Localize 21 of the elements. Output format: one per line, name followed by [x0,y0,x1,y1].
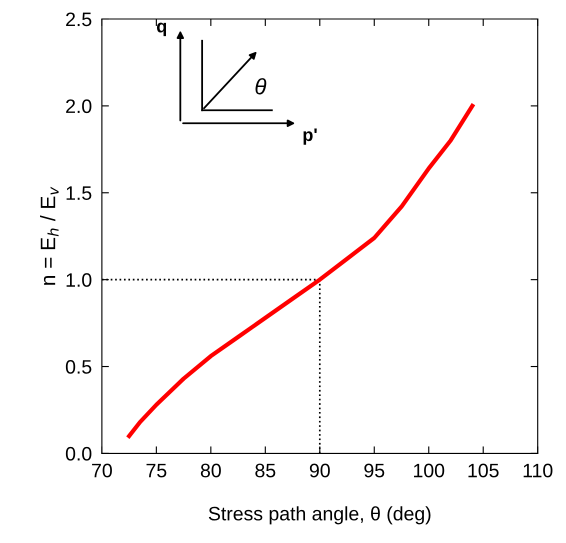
annotation: p' [304,128,317,145]
x-tick-label: 75 [146,464,166,478]
x-tick-label: 85 [255,464,276,478]
line-series [127,104,474,438]
y-tick-label: 2.0 [66,99,92,114]
x-tick-label: 110 [524,464,552,478]
y-tick-label: 1.0 [66,273,92,287]
y-tick-label: 1.5 [66,186,92,200]
x-tick-label: 100 [414,464,444,478]
annotation: θ [256,78,266,94]
x-tick-label: 95 [364,464,384,478]
y-tick-label: 2.5 [66,12,92,26]
y-tick-label: 0.0 [66,446,92,461]
x-tick-label: 70 [92,464,112,478]
y-axis-title: n = E$_{h}$ / E$_{v}$ [40,186,59,285]
annotation: q [156,22,166,36]
x-tick-label: 90 [310,464,330,478]
x-tick-label: 80 [200,464,221,478]
y-tick-label: 0.5 [66,360,92,374]
x-tick-label: 105 [468,464,499,478]
x-axis-title: Stress path angle, θ (deg) [208,506,430,524]
